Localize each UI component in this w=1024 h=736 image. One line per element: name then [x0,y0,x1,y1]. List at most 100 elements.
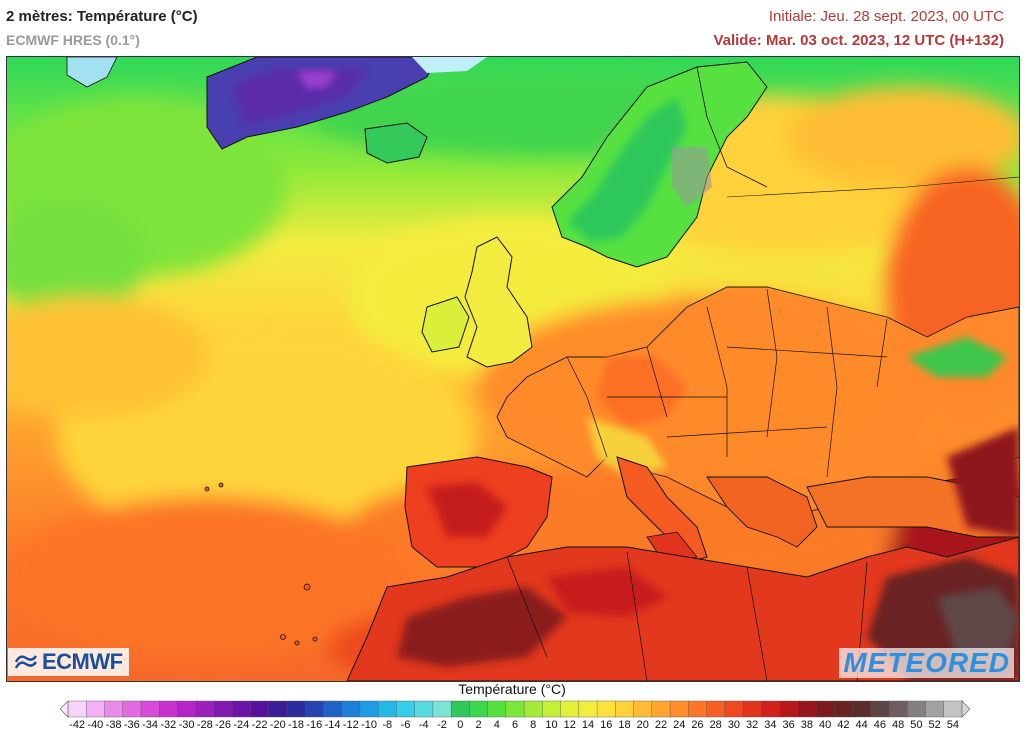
legend-color-cell [232,700,252,718]
legend-tick-label: 44 [855,719,868,731]
legend-tick-label: 40 [819,719,832,731]
legend-color-cell [432,700,452,718]
ecmwf-logo-icon [14,655,38,669]
legend-color-cell [159,700,179,718]
legend-tick-label: -6 [400,719,411,731]
atlantic-islands [204,482,318,646]
ecmwf-logo: ECMWF [8,648,129,676]
legend-tick-label: 52 [928,719,941,731]
legend-color-cell [651,700,671,718]
legend-tick-label: 18 [618,719,631,731]
temperature-map[interactable] [6,56,1020,682]
iceland [364,122,428,164]
legend-tick-label: 12 [563,719,576,731]
legend-tick-label: -34 [142,719,159,731]
legend-ticks: -42 -40 -38 -36 -34 -32 -30 -28 -26 -24 -22 -20 -18-… [0,719,1024,735]
legend-color-cell [523,700,544,718]
meteored-logo-text: METEORED [843,647,1010,678]
legend-color-cell [286,700,306,718]
legend-color-cell [505,700,525,718]
legend-tick-label: 24 [673,719,686,731]
legend-tick-label: 42 [837,719,850,731]
legend-color-cell [304,700,325,718]
legend-color-cell [177,700,197,718]
legend-tick-label: -32 [160,719,177,731]
legend-color-cell [688,700,708,718]
color-legend-bar [60,700,970,718]
legend-color-cell [761,700,781,718]
legend-tick-label: 26 [691,719,704,731]
legend-color-cell [943,700,963,718]
legend-tick-label: -8 [382,719,393,731]
iberia [404,456,553,568]
legend-color-cell [633,700,653,718]
legend-tick-label: 6 [511,719,519,731]
legend-color-cell [560,700,580,718]
legend-color-cell [67,700,87,718]
legend-tick-label: 16 [600,719,613,731]
legend-color-cell [834,700,854,718]
legend-tick-label: 14 [581,719,595,731]
british-isles [421,236,533,368]
model-label: ECMWF HRES (0.1°) [6,32,140,48]
legend-color-cell [724,700,744,718]
legend-tick-label: -38 [105,719,122,731]
legend-tick-label: 50 [910,719,923,731]
balkans [706,476,818,548]
legend-tick-label: -20 [269,719,286,731]
legend-color-cell [323,700,343,718]
legend-tick-label: 46 [873,719,887,731]
legend-color-cell [341,700,361,718]
legend-color-cell [487,700,507,718]
legend-tick-label: -40 [87,719,104,731]
meteored-logo: METEORED [839,647,1014,678]
legend-color-cell [122,700,142,718]
legend-color-cell [596,700,617,718]
legend-tick-label: -4 [418,719,429,731]
legend-tick-label: 8 [530,719,537,731]
legend-tick-label: 28 [709,719,722,731]
initial-time: Initiale: Jeu. 28 sept. 2023, 00 UTC [768,8,1004,25]
legend-color-cell [797,700,817,718]
legend-color-cell [852,700,872,718]
legend-tick-label: -36 [123,719,140,731]
legend-color-cell [396,700,416,718]
legend-tick-label: -22 [251,719,268,731]
legend-color-cell [542,700,562,718]
legend-tick-label: -2 [437,719,447,731]
legend-color-cell [250,700,270,718]
legend-left-arrow [60,700,69,718]
legend-color-cell [213,700,233,718]
legend-color-cell [815,700,835,718]
legend-tick-label: 4 [493,719,500,731]
legend-color-cell [578,700,598,718]
middle-east [947,427,1019,537]
legend-color-cell [104,700,124,718]
legend-tick-label: -10 [361,719,377,731]
legend-color-cell [86,700,106,718]
legend-color-cell [195,700,215,718]
legend-tick-label: 34 [764,719,777,731]
map-title: 2 mètres: Température (°C) [6,8,198,25]
legend-tick-label: 22 [654,719,668,731]
legend-tick-label: -26 [215,719,232,731]
legend-tick-label: 10 [545,719,558,731]
legend-tick-label: 48 [892,719,905,731]
valid-time: Valide: Mar. 03 oct. 2023, 12 UTC (H+132… [713,32,1004,49]
legend-color-cell [359,700,379,718]
legend-color-cell [377,700,398,718]
scandinavia [551,61,768,268]
legend-color-cell [742,700,763,718]
legend-tick-label: 30 [727,719,741,731]
legend-title: Température (°C) [458,681,566,697]
legend-tick-label: 32 [746,719,759,731]
legend-color-cell [469,700,489,718]
greenland [66,57,487,150]
legend-tick-label: -30 [178,719,195,731]
legend-tick-label: 36 [782,719,795,731]
legend-tick-label: 20 [636,719,649,731]
legend-color-cell [414,700,434,718]
legend-color-cell [615,700,635,718]
legend-tick-label: -24 [233,719,250,731]
legend-tick-label: -14 [324,719,341,731]
